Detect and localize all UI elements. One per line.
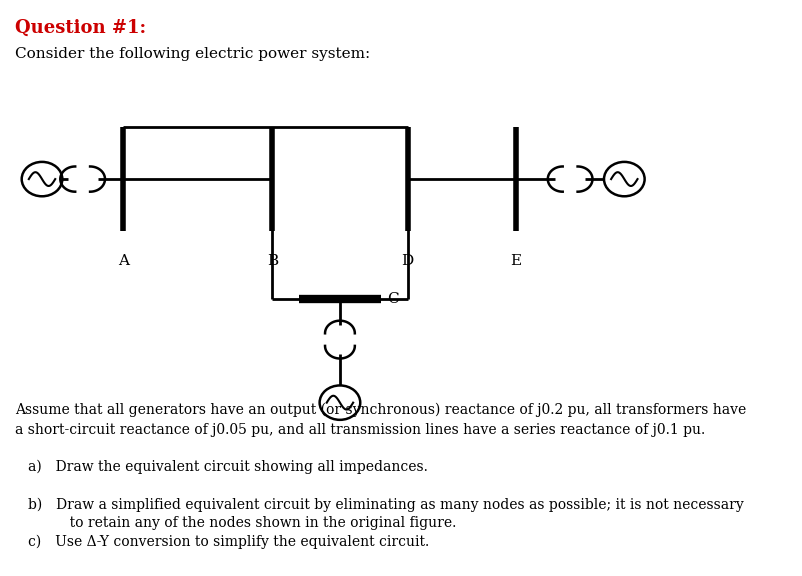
Text: b) Draw a simplified equivalent circuit by eliminating as many nodes as possible: b) Draw a simplified equivalent circuit … [29,497,744,530]
Text: A: A [118,253,129,268]
Text: C: C [387,293,399,306]
Text: Consider the following electric power system:: Consider the following electric power sy… [15,47,371,61]
Text: Assume that all generators have an output (or synchronous) reactance of j0.2 pu,: Assume that all generators have an outpu… [15,403,746,437]
Text: B: B [266,253,277,268]
Text: D: D [402,253,414,268]
Text: c) Use Δ-Y conversion to simplify the equivalent circuit.: c) Use Δ-Y conversion to simplify the eq… [29,535,430,549]
Text: Question #1:: Question #1: [15,18,146,37]
Text: a) Draw the equivalent circuit showing all impedances.: a) Draw the equivalent circuit showing a… [29,460,428,475]
Text: E: E [510,253,521,268]
